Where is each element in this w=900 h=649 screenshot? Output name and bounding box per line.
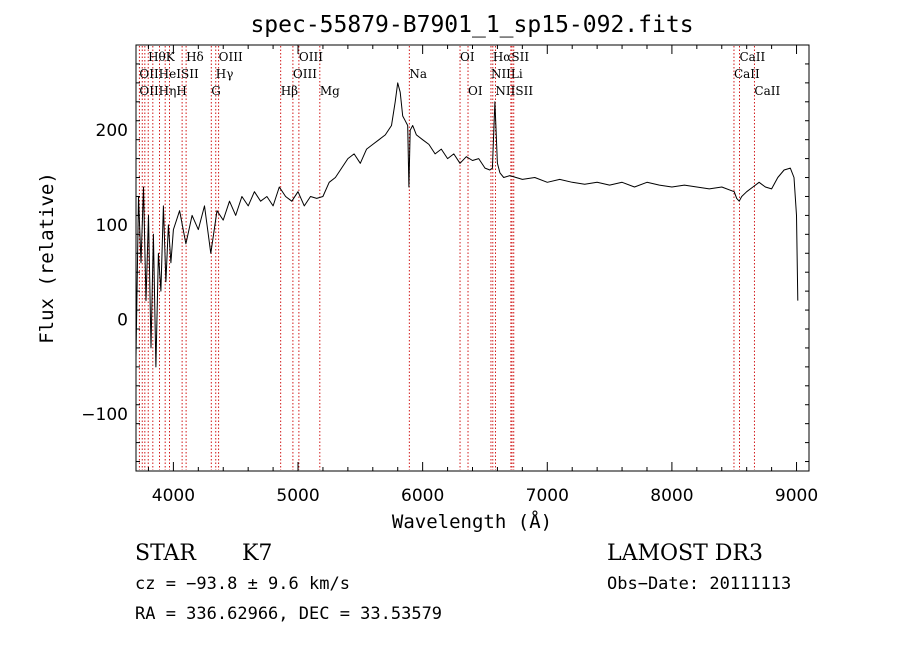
y-tick-label: 0 xyxy=(117,311,128,331)
line-label: NIILi xyxy=(491,67,523,81)
y-tick-label: 100 xyxy=(96,216,128,236)
line-label: HθK xyxy=(148,50,176,64)
object-subclass: K7 xyxy=(242,541,272,566)
line-label: Mg xyxy=(320,84,340,98)
x-axis-label: Wavelength (Å) xyxy=(392,510,552,533)
object-class: STAR xyxy=(135,541,197,566)
chart-title: spec-55879-B7901_1_sp15-092.fits xyxy=(250,12,693,38)
x-tick-label: 4000 xyxy=(152,486,195,506)
x-tick-label: 9000 xyxy=(775,486,818,506)
plot-frame xyxy=(135,44,810,472)
line-labels: HθK Hδ OIII OIII OI HαSII CaII OIIHeISII Hγ OIII N… xyxy=(139,50,780,98)
x-tick-label: 8000 xyxy=(650,486,693,506)
spectrum-line xyxy=(135,82,799,368)
line-label: NIISII xyxy=(495,84,533,98)
x-axis: 4000 5000 6000 7000 8000 9000 xyxy=(147,45,818,506)
line-label: OI xyxy=(460,50,475,64)
line-label: Na xyxy=(409,67,427,81)
line-label: OIII xyxy=(293,67,317,81)
line-label: Hγ xyxy=(216,67,234,81)
line-label: G xyxy=(211,84,221,98)
y-axis-label: Flux (relative) xyxy=(36,172,58,344)
spectrum-series xyxy=(135,82,799,368)
y-tick-label: 200 xyxy=(96,121,128,141)
line-label: CaII xyxy=(734,67,760,81)
line-label: OIII xyxy=(299,50,323,64)
line-label: HαSII xyxy=(493,50,530,64)
x-tick-label: 7000 xyxy=(526,486,569,506)
obs-date: Obs−Date: 20111113 xyxy=(607,574,791,594)
velocity-readout: cz = −93.8 ± 9.6 km/s xyxy=(135,574,350,594)
survey-name: LAMOST DR3 xyxy=(607,541,763,566)
line-label: CaII xyxy=(754,84,780,98)
line-label: OIII xyxy=(219,50,243,64)
y-tick-label: −100 xyxy=(81,405,128,425)
x-tick-label: 5000 xyxy=(276,486,319,506)
x-tick-label: 6000 xyxy=(401,486,444,506)
line-label: OIIHηH xyxy=(139,84,186,98)
line-label: Hβ xyxy=(281,84,298,98)
line-label: OIIHeISII xyxy=(139,67,199,81)
line-markers xyxy=(138,46,755,470)
coordinates-readout: RA = 336.62966, DEC = 33.53579 xyxy=(135,604,442,624)
line-label: Hδ xyxy=(186,50,204,64)
line-label: OI xyxy=(468,84,483,98)
line-label: CaII xyxy=(739,50,765,64)
y-axis: −100 0 100 200 xyxy=(81,63,809,463)
